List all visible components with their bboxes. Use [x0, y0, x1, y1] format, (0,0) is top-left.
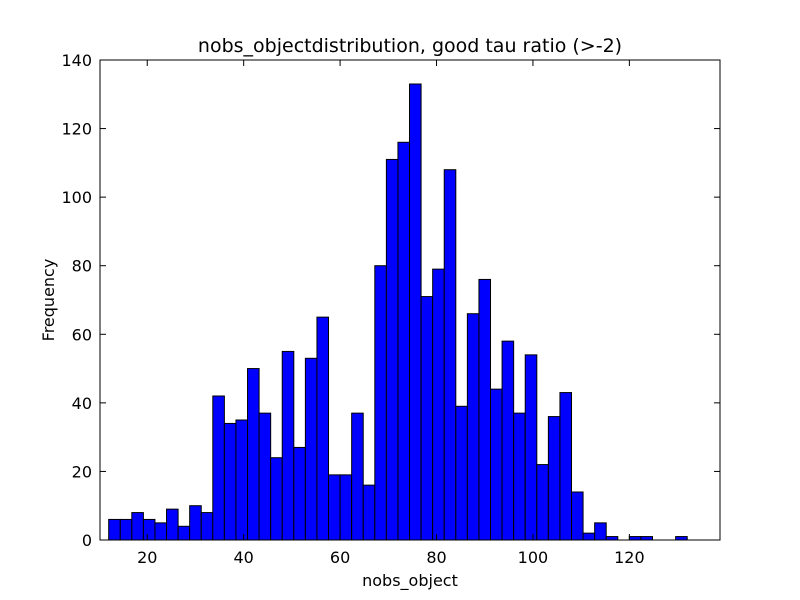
- histogram-bar: [154, 522, 168, 541]
- axis-ticks: [100, 59, 720, 541]
- y-tick-label: 0: [82, 531, 92, 550]
- plot-frame: [99, 59, 721, 541]
- axis-tick-labels: 20 40 60 80 100 120 0 20 40 60 80 100 120 140: [61, 51, 644, 567]
- histogram-bar: [409, 83, 422, 541]
- histogram-bar: [513, 412, 526, 541]
- y-tick-label: 20: [72, 462, 92, 481]
- histogram-bar: [455, 405, 468, 541]
- histogram-bar: [223, 422, 237, 541]
- histogram-bar: [328, 474, 341, 541]
- histogram-bar: [466, 313, 480, 541]
- histogram-bar: [362, 484, 376, 541]
- histogram-bar: [385, 158, 399, 541]
- x-axis-label: nobs_object: [362, 571, 458, 591]
- histogram-bar: [605, 536, 619, 541]
- histogram-bar: [247, 368, 260, 541]
- x-tick-label: 80: [426, 548, 446, 567]
- histogram-bar: [200, 512, 214, 541]
- histogram-bar: [119, 518, 133, 541]
- histogram-bar: [270, 457, 283, 541]
- y-tick-label: 40: [72, 394, 92, 413]
- histogram-bar: [524, 354, 538, 541]
- histogram-bar: [108, 518, 121, 541]
- y-tick-label: 100: [61, 188, 92, 207]
- histogram-bar: [571, 491, 584, 541]
- y-tick-label: 140: [61, 51, 92, 70]
- y-tick-label: 80: [72, 257, 92, 276]
- chart-title: nobs_objectdistribution, good tau ratio …: [198, 35, 622, 57]
- histogram-bar: [351, 412, 364, 541]
- x-tick-label: 60: [330, 548, 350, 567]
- histogram-bar: [432, 268, 445, 541]
- x-tick-label: 100: [518, 548, 549, 567]
- histogram-bar: [559, 392, 573, 541]
- histogram-bar: [316, 316, 330, 541]
- histogram-bar: [501, 340, 515, 541]
- histogram-bar: [235, 419, 249, 541]
- histogram-bar: [628, 536, 642, 541]
- y-tick-label: 120: [61, 120, 92, 139]
- histogram-bar: [374, 265, 387, 541]
- histogram-bar: [189, 505, 202, 541]
- histogram-bar: [304, 357, 318, 541]
- histogram-bar: [131, 512, 144, 541]
- y-tick-label: 60: [72, 325, 92, 344]
- histogram-bar: [166, 508, 179, 541]
- histogram-bar: [212, 395, 225, 541]
- histogram-bar: [339, 474, 353, 541]
- x-tick-label: 20: [137, 548, 157, 567]
- histogram-bar: [397, 141, 411, 541]
- histogram-bar: [536, 464, 549, 541]
- histogram-bar: [177, 525, 191, 541]
- histogram-bar: [142, 518, 156, 541]
- histogram-bar: [293, 446, 306, 541]
- histogram-bar: [490, 388, 503, 541]
- x-tick-label: 120: [614, 548, 645, 567]
- histogram-bar: [547, 416, 561, 541]
- y-axis-label: Frequency: [39, 259, 58, 342]
- histogram-bar: [281, 350, 295, 541]
- histogram-bar: [640, 536, 653, 541]
- histogram-bar: [675, 536, 688, 541]
- histogram-bar: [478, 278, 492, 541]
- histogram-bar: [582, 532, 596, 541]
- histogram-bar: [420, 296, 434, 541]
- x-tick-label: 40: [233, 548, 253, 567]
- histogram-bar: [443, 169, 457, 541]
- histogram-bar: [258, 412, 272, 541]
- histogram-bar: [594, 522, 607, 541]
